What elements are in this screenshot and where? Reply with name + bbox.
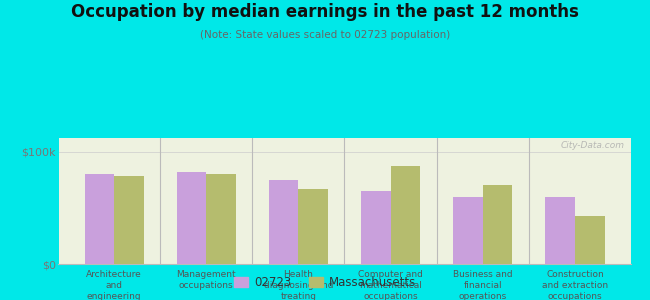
Bar (206, 174, 236, 264)
Bar (298, 189, 328, 264)
Bar (361, 191, 391, 264)
Bar (114, 176, 144, 264)
Legend: 02723, Massachusetts: 02723, Massachusetts (229, 272, 421, 294)
Bar (545, 196, 575, 264)
Text: (Note: State values scaled to 02723 population): (Note: State values scaled to 02723 popu… (200, 30, 450, 40)
Bar (391, 166, 420, 264)
Bar (483, 185, 512, 264)
Bar (177, 172, 206, 264)
Bar (453, 196, 483, 264)
Text: Occupation by median earnings in the past 12 months: Occupation by median earnings in the pas… (71, 3, 579, 21)
Bar (575, 216, 604, 264)
Text: City-Data.com: City-Data.com (561, 140, 625, 149)
Bar (84, 174, 114, 264)
Bar (269, 180, 298, 264)
